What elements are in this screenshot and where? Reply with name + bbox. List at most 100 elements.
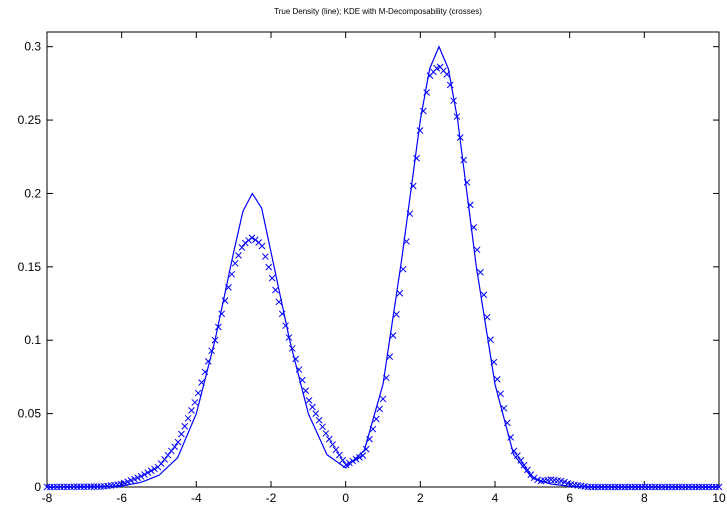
- kde-cross-point: [295, 366, 303, 373]
- kde-cross-point: [493, 375, 501, 383]
- kde-cross-point: [389, 332, 397, 339]
- kde-cross-point: [245, 237, 252, 244]
- kde-cross-point: [393, 311, 400, 318]
- kde-cross-point: [456, 134, 464, 141]
- kde-cross-point: [319, 423, 326, 431]
- kde-cross-point: [396, 289, 404, 297]
- kde-cross-point: [262, 253, 269, 260]
- kde-cross-point: [208, 347, 215, 355]
- kde-cross-point: [184, 414, 192, 422]
- kde-cross-point: [167, 447, 175, 455]
- kde-cross-point: [362, 445, 370, 453]
- kde-cross-point: [409, 182, 417, 190]
- kde-cross-point: [329, 441, 336, 448]
- kde-cross-point: [147, 467, 155, 475]
- kde-cross-point: [248, 234, 256, 242]
- kde-cross-point: [346, 459, 353, 467]
- kde-cross-point: [322, 430, 330, 437]
- y-tick-label: 0.3: [24, 40, 41, 54]
- kde-cross-point: [477, 268, 484, 276]
- x-tick-label: -2: [266, 491, 277, 505]
- kde-cross-point: [238, 244, 246, 251]
- x-tick-label: -6: [116, 491, 127, 505]
- x-tick-label: 4: [492, 491, 499, 505]
- kde-cross-point: [309, 403, 316, 411]
- kde-cross-point: [349, 457, 357, 465]
- kde-cross-point: [241, 239, 249, 247]
- kde-cross-point: [141, 471, 148, 478]
- kde-cross-point: [352, 455, 360, 463]
- kde-cross-point: [356, 454, 363, 461]
- kde-cross-point: [510, 447, 518, 455]
- kde-cross-point: [211, 336, 219, 344]
- kde-cross-point: [383, 374, 390, 382]
- kde-cross-point: [406, 210, 414, 218]
- kde-cross-point: [335, 451, 343, 459]
- kde-cross-point: [470, 224, 478, 231]
- kde-cross-point: [342, 461, 350, 469]
- kde-cross-point: [251, 236, 259, 244]
- kde-cross-point: [188, 407, 195, 414]
- kde-cross-point: [288, 345, 296, 352]
- kde-cross-point: [272, 286, 279, 294]
- kde-cross-point: [235, 252, 242, 259]
- kde-cross-point: [419, 107, 427, 115]
- kde-cross-point: [258, 242, 266, 250]
- kde-cross-point: [204, 358, 212, 365]
- kde-cross-point: [282, 322, 289, 330]
- kde-cross-point: [194, 389, 202, 397]
- kde-cross-point: [446, 81, 454, 89]
- kde-cross-point: [275, 298, 283, 306]
- kde-cross-point: [332, 446, 340, 454]
- kde-cross-point: [416, 127, 424, 134]
- kde-cross-point: [315, 416, 323, 424]
- kde-cross-point: [490, 358, 498, 366]
- kde-cross-point: [423, 89, 431, 96]
- kde-cross-point: [530, 474, 538, 482]
- y-tick-label: 0.05: [18, 407, 42, 421]
- kde-cross-point: [483, 313, 491, 321]
- kde-cross-point: [369, 425, 377, 433]
- kde-cross-point: [292, 355, 299, 363]
- kde-cross-point: [231, 259, 239, 267]
- kde-cross-point: [134, 474, 142, 482]
- kde-cross-point: [181, 422, 189, 430]
- y-tick-label: 0.25: [18, 113, 42, 127]
- x-tick-label: -8: [42, 491, 53, 505]
- kde-cross-point: [467, 201, 474, 209]
- y-tick-label: 0: [34, 480, 41, 494]
- x-tick-label: 0: [342, 491, 349, 505]
- kde-cross-point: [403, 238, 410, 245]
- kde-cross-point: [715, 483, 723, 491]
- kde-cross-point: [268, 274, 276, 282]
- kde-cross-point: [191, 399, 199, 406]
- x-tick-label: 8: [641, 491, 648, 505]
- kde-cross-point: [161, 456, 168, 463]
- kde-cross-point: [500, 404, 508, 412]
- kde-cross-point: [460, 156, 467, 164]
- kde-cross-point: [312, 410, 320, 417]
- y-tick-label: 0.1: [24, 333, 41, 347]
- x-tick-label: 2: [417, 491, 424, 505]
- x-tick-label: -4: [191, 491, 202, 505]
- true-density-line: [46, 45, 719, 488]
- kde-cross-point: [520, 461, 528, 469]
- kde-cross-point: [299, 376, 306, 384]
- kde-cross-point: [225, 284, 232, 291]
- plot-frame: [46, 31, 720, 488]
- kde-cross-point: [171, 443, 179, 451]
- kde-cross-point: [487, 336, 494, 343]
- kde-cross-point: [473, 246, 481, 254]
- kde-cross-point: [376, 405, 383, 413]
- kde-cross-point: [497, 390, 504, 398]
- kde-cross-point: [325, 435, 333, 443]
- kde-cross-point: [359, 452, 367, 459]
- kde-cross-point: [514, 452, 521, 459]
- kde-cross-point: [265, 263, 273, 271]
- kde-cross-point: [302, 387, 310, 395]
- y-tick-label: 0.2: [24, 186, 41, 200]
- x-tick-label: 10: [712, 491, 726, 505]
- kde-cross-point: [413, 154, 420, 162]
- kde-cross-point: [144, 469, 152, 476]
